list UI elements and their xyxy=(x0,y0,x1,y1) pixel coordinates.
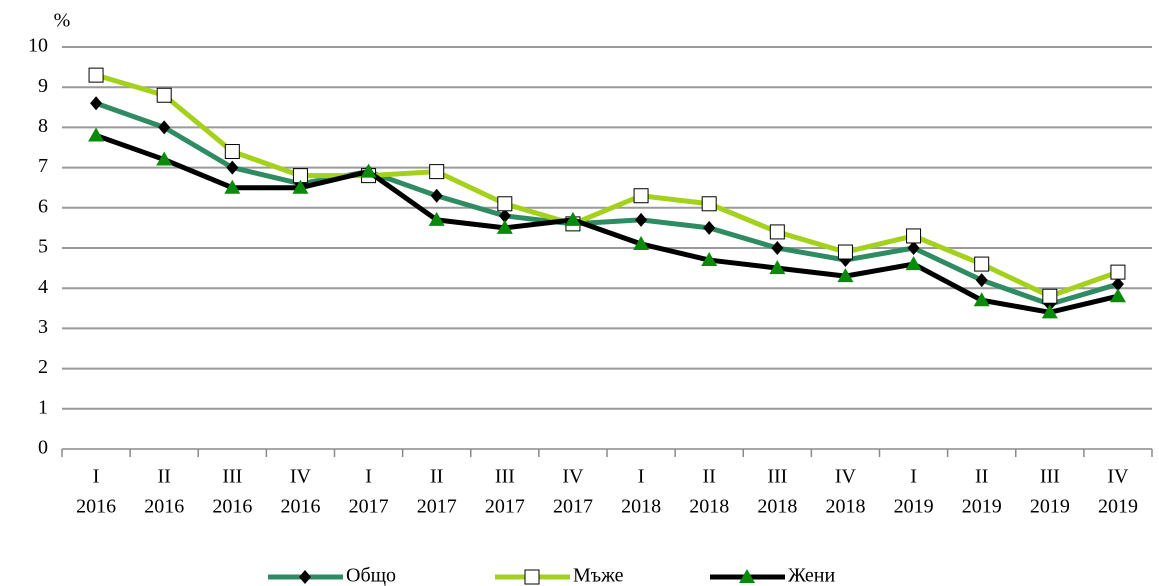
series-line xyxy=(95,133,1119,315)
marker xyxy=(88,67,104,83)
marker xyxy=(497,196,513,212)
x-tick-label: 2017 xyxy=(417,496,457,518)
marker xyxy=(907,241,920,255)
marker xyxy=(701,252,718,267)
series-line xyxy=(95,72,1119,299)
marker xyxy=(974,256,990,272)
x-tick-label: II xyxy=(703,466,716,488)
marker xyxy=(769,260,786,275)
x-tick-label: III xyxy=(767,466,787,488)
x-tick-label: 2019 xyxy=(1030,496,1070,518)
marker xyxy=(88,127,105,142)
x-tick-label: 2018 xyxy=(825,496,865,518)
x-tick-label: III xyxy=(1040,466,1060,488)
legend-item: Общо xyxy=(268,565,396,586)
marker xyxy=(156,151,173,166)
x-tick-label: III xyxy=(495,466,515,488)
x-tick-label: IV xyxy=(562,466,584,488)
marker xyxy=(837,244,853,260)
y-tick-label: 7 xyxy=(38,155,48,177)
marker xyxy=(973,292,990,307)
x-tick-label: 2018 xyxy=(689,496,729,518)
legend-label: Мъже xyxy=(573,565,624,586)
y-tick-label: 4 xyxy=(38,276,48,298)
marker xyxy=(430,188,443,203)
marker xyxy=(299,570,311,584)
marker xyxy=(905,256,922,271)
marker xyxy=(1041,304,1058,319)
y-tick-label: 9 xyxy=(38,75,48,97)
marker xyxy=(769,224,785,240)
marker xyxy=(158,120,171,135)
marker xyxy=(224,144,240,160)
marker xyxy=(498,208,511,223)
y-tick-label: 0 xyxy=(38,437,48,459)
marker xyxy=(701,196,717,212)
x-tick-label: 2016 xyxy=(76,496,116,518)
series-line xyxy=(95,100,1119,307)
y-axis-label: % xyxy=(54,10,71,32)
marker xyxy=(90,96,103,111)
marker xyxy=(633,235,650,250)
marker xyxy=(564,211,581,226)
legend-label: Общо xyxy=(346,565,396,586)
x-tick-label: I xyxy=(638,466,645,488)
x-tick-label: IV xyxy=(1107,466,1129,488)
y-tick-label: 10 xyxy=(28,35,48,57)
x-tick-label: II xyxy=(975,466,988,488)
marker xyxy=(1042,288,1058,304)
marker xyxy=(156,87,172,103)
marker xyxy=(360,163,377,178)
marker xyxy=(496,219,513,234)
legend-item: Мъже xyxy=(495,565,624,586)
y-tick-label: 5 xyxy=(38,236,48,258)
x-tick-label: 2018 xyxy=(757,496,797,518)
marker xyxy=(428,211,445,226)
marker xyxy=(703,220,716,235)
x-tick-label: 2018 xyxy=(621,496,661,518)
x-tick-label: 2019 xyxy=(962,496,1002,518)
marker xyxy=(224,179,241,194)
x-tick-label: III xyxy=(222,466,242,488)
marker xyxy=(837,268,854,283)
x-tick-label: IV xyxy=(290,466,312,488)
x-tick-label: 2017 xyxy=(553,496,593,518)
marker xyxy=(226,160,239,175)
marker xyxy=(292,179,309,194)
marker xyxy=(635,212,648,227)
legend-item: Жени xyxy=(710,565,835,586)
marker xyxy=(633,188,649,204)
x-tick-label: I xyxy=(365,466,372,488)
x-tick-label: IV xyxy=(835,466,857,488)
y-tick-label: 6 xyxy=(38,195,48,217)
marker xyxy=(1111,277,1124,292)
legend-label: Жени xyxy=(788,565,835,586)
marker xyxy=(906,228,922,244)
marker xyxy=(429,164,445,180)
y-tick-label: 3 xyxy=(38,316,48,338)
marker xyxy=(1110,264,1126,280)
x-tick-label: 2016 xyxy=(280,496,320,518)
x-tick-label: 2019 xyxy=(894,496,934,518)
x-tick-label: I xyxy=(910,466,917,488)
x-tick-label: II xyxy=(158,466,171,488)
x-tick-label: I xyxy=(93,466,100,488)
x-tick-label: II xyxy=(430,466,443,488)
marker xyxy=(1109,288,1126,303)
x-tick-label: 2016 xyxy=(212,496,252,518)
y-tick-label: 2 xyxy=(38,356,48,378)
y-tick-label: 1 xyxy=(38,396,48,418)
marker xyxy=(739,569,755,583)
x-tick-label: 2016 xyxy=(144,496,184,518)
marker xyxy=(524,569,540,585)
x-tick-label: 2019 xyxy=(1098,496,1138,518)
y-tick-label: 8 xyxy=(38,115,48,137)
x-tick-label: 2017 xyxy=(485,496,525,518)
marker xyxy=(975,273,988,288)
x-tick-label: 2017 xyxy=(349,496,389,518)
marker xyxy=(771,241,784,255)
